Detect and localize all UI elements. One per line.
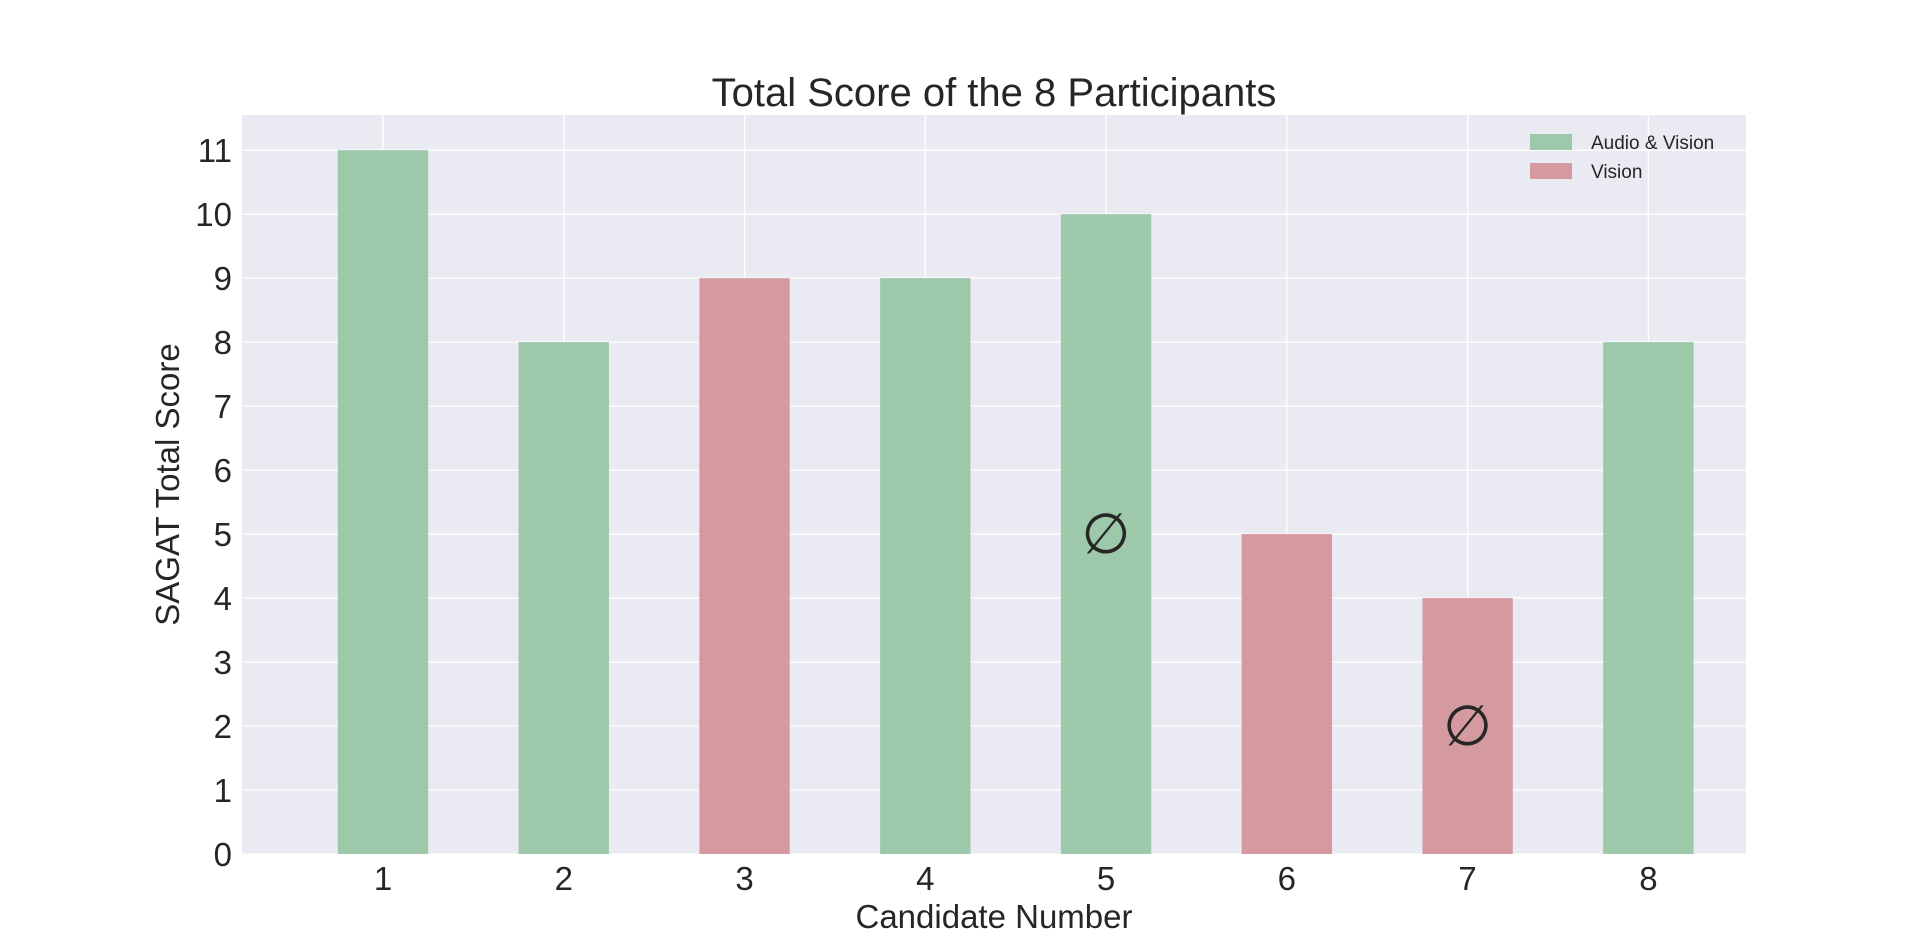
bar-candidate-8: [1603, 342, 1694, 854]
y-tick-label: 2: [214, 708, 232, 745]
legend: Audio & Vision Vision: [1530, 133, 1714, 183]
legend-swatch: [1530, 163, 1572, 179]
chart-title: Total Score of the 8 Participants: [712, 71, 1277, 115]
plot-area: [242, 115, 1746, 854]
y-tick-label: 8: [214, 324, 232, 361]
x-tick-label: 6: [1278, 860, 1296, 897]
y-tick-label: 9: [214, 260, 232, 297]
bar-candidate-7: [1422, 598, 1513, 854]
legend-swatch: [1530, 134, 1572, 150]
y-tick-label: 4: [214, 580, 232, 617]
y-tick-label: 3: [214, 644, 232, 681]
x-tick-label: 5: [1097, 860, 1115, 897]
x-tick-label: 2: [555, 860, 573, 897]
empty-set-marker: ∅: [1443, 694, 1492, 757]
x-tick-label: 8: [1639, 860, 1657, 897]
bar-candidate-1: [337, 150, 429, 854]
bar-candidate-3: [699, 278, 790, 854]
x-tick-label: 3: [735, 860, 753, 897]
annotations: ∅∅: [1082, 502, 1492, 757]
bars: [337, 150, 1694, 854]
y-tick-labels: 0 1 2 3 4 5 6 7 8 9 10 11: [195, 132, 232, 873]
y-tick-label: 5: [214, 516, 232, 553]
bar-candidate-6: [1241, 534, 1333, 854]
legend-label: Vision: [1591, 162, 1642, 183]
y-tick-label: 11: [198, 132, 232, 169]
x-tick-label: 4: [916, 860, 934, 897]
y-axis-label: SAGAT Total Score: [149, 343, 186, 625]
bar-candidate-4: [880, 278, 971, 854]
y-tick-label: 6: [214, 452, 232, 489]
x-axis-label: Candidate Number: [856, 898, 1133, 935]
x-tick-labels: 1 2 3 4 5 6 7 8: [374, 860, 1658, 897]
empty-set-marker: ∅: [1082, 502, 1131, 565]
y-tick-label: 7: [214, 388, 232, 425]
y-tick-label: 1: [214, 772, 232, 809]
legend-label: Audio & Vision: [1591, 133, 1714, 154]
bar-candidate-2: [518, 342, 609, 854]
x-tick-label: 1: [374, 860, 392, 897]
y-tick-label: 10: [195, 196, 232, 233]
y-tick-label: 0: [214, 836, 232, 873]
bar-candidate-5: [1060, 214, 1152, 854]
x-tick-label: 7: [1458, 860, 1476, 897]
